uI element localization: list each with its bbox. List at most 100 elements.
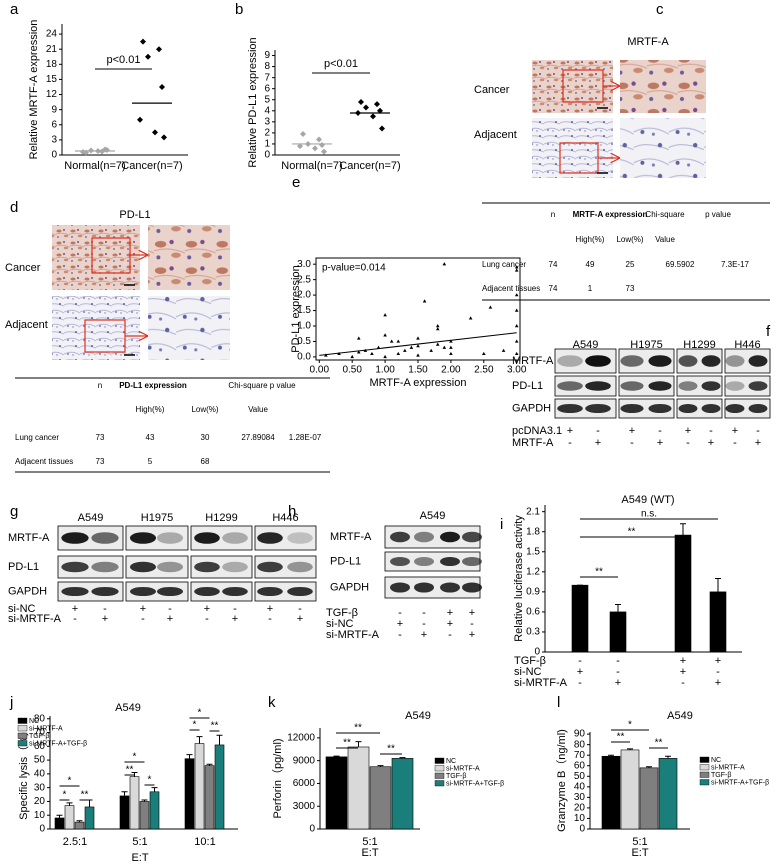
bar bbox=[369, 766, 392, 830]
data-point bbox=[370, 351, 374, 356]
condition-sign: + bbox=[595, 437, 601, 449]
y-tick-label: 8 bbox=[264, 61, 270, 72]
error-bar bbox=[608, 754, 614, 757]
x-tick-label: 2.50 bbox=[474, 365, 494, 376]
condition-sign: + bbox=[469, 629, 475, 641]
ihc-image bbox=[52, 296, 140, 360]
table-cell: 49 bbox=[586, 260, 595, 269]
legend-swatch bbox=[17, 717, 28, 724]
condition-sign: - bbox=[448, 629, 452, 641]
data-point bbox=[449, 339, 453, 343]
bar bbox=[119, 795, 130, 830]
y-tick-label: 9 bbox=[51, 104, 57, 115]
condition-sign: + bbox=[232, 613, 238, 625]
data-point bbox=[435, 327, 440, 331]
error-bar bbox=[196, 736, 203, 744]
condition-sign: + bbox=[267, 603, 273, 615]
condition-label: MRTF-A bbox=[512, 437, 554, 449]
table-subheader: Low(%) bbox=[191, 405, 218, 414]
legend-label: si-MRTF-A+TGF-β bbox=[711, 779, 769, 786]
condition-sign: - bbox=[73, 613, 77, 625]
y-tick-label: 2 bbox=[264, 128, 270, 139]
data-point bbox=[159, 83, 165, 90]
data-point bbox=[350, 354, 354, 359]
y-tick-label: 1.8 bbox=[526, 526, 540, 537]
blot-row-label: PD-L1 bbox=[8, 561, 39, 573]
blot-band bbox=[287, 561, 313, 573]
y-tick-label: 2.5 bbox=[297, 274, 311, 285]
data-point bbox=[297, 143, 303, 150]
panel-letter: b bbox=[235, 1, 243, 18]
condition-sign: - bbox=[141, 613, 145, 625]
y-axis-label: Relative MRTF-A expression bbox=[28, 20, 40, 160]
x-tick-label: 3.00 bbox=[507, 365, 527, 376]
condition-sign: + bbox=[755, 437, 761, 449]
legend-label: si-MRTF-A bbox=[29, 725, 63, 732]
table-cell: 43 bbox=[146, 433, 155, 442]
ihc-title: MRTF-A bbox=[627, 36, 669, 48]
y-tick-label: 1 bbox=[264, 139, 270, 150]
data-point bbox=[514, 293, 519, 297]
chart-title: A549 bbox=[667, 710, 693, 722]
bar bbox=[325, 756, 348, 830]
y-tick-label: 9 bbox=[264, 50, 270, 61]
significance-label: ** bbox=[81, 790, 89, 801]
data-point bbox=[374, 101, 380, 108]
y-tick-label: 24 bbox=[46, 29, 58, 40]
data-point bbox=[449, 351, 453, 356]
table-header: MRTF-A expression bbox=[573, 210, 648, 219]
condition-sign: + bbox=[447, 618, 453, 630]
condition-sign: + bbox=[167, 613, 173, 625]
panel-letter: f bbox=[766, 323, 771, 340]
table-cell: 1.28E-07 bbox=[289, 433, 322, 442]
ihc-image bbox=[148, 225, 230, 290]
cell-line-label: A549 bbox=[573, 339, 599, 351]
y-tick-label: 10 bbox=[34, 810, 46, 821]
table-header: n bbox=[98, 381, 102, 390]
x-tick-label: 5:1 bbox=[632, 836, 647, 848]
condition-label: TGF-β bbox=[326, 607, 358, 619]
bar bbox=[391, 758, 414, 830]
data-point bbox=[358, 98, 364, 105]
data-point bbox=[514, 339, 519, 343]
panel-letter: a bbox=[10, 1, 19, 18]
y-tick-label: 15 bbox=[46, 74, 58, 85]
data-point bbox=[416, 336, 420, 340]
significance-label: ** bbox=[595, 567, 603, 578]
condition-sign: - bbox=[233, 603, 237, 615]
data-point bbox=[300, 131, 306, 137]
bar bbox=[149, 791, 160, 830]
blot-band bbox=[440, 556, 460, 567]
data-point bbox=[145, 53, 151, 60]
legend-swatch bbox=[699, 779, 710, 786]
data-point bbox=[449, 345, 453, 349]
y-tick-label: 1.0 bbox=[297, 321, 311, 332]
y-tick-label: 0 bbox=[51, 150, 57, 161]
y-tick-label: 0.5 bbox=[297, 336, 311, 347]
table-cell: 68 bbox=[201, 457, 210, 466]
blot-band bbox=[701, 355, 721, 367]
y-tick-label: 0 bbox=[264, 150, 270, 161]
y-tick-label: 0.9 bbox=[526, 587, 540, 598]
y-tick-label: 6000 bbox=[293, 778, 316, 789]
blot-frame bbox=[57, 581, 124, 602]
error-bar bbox=[355, 741, 362, 747]
annotation: p-value=0.014 bbox=[322, 263, 386, 274]
data-point bbox=[514, 268, 519, 272]
condition-sign: - bbox=[658, 425, 662, 437]
error-bar bbox=[151, 787, 158, 792]
condition-sign: + bbox=[297, 613, 303, 625]
bar bbox=[620, 749, 640, 830]
blot-frame bbox=[724, 398, 771, 419]
y-tick-label: 0 bbox=[534, 647, 540, 658]
x-tick-label: 0.00 bbox=[310, 365, 330, 376]
blot-band bbox=[748, 381, 768, 391]
condition-sign: - bbox=[616, 666, 620, 678]
ihc-image bbox=[532, 60, 613, 113]
blot-band bbox=[678, 355, 698, 367]
blot-band bbox=[648, 403, 672, 414]
blot-row-label: PD-L1 bbox=[330, 555, 361, 567]
blot-row-label: MRTF-A bbox=[512, 355, 554, 367]
data-point bbox=[356, 350, 361, 354]
y-tick-label: 1.5 bbox=[297, 305, 311, 316]
